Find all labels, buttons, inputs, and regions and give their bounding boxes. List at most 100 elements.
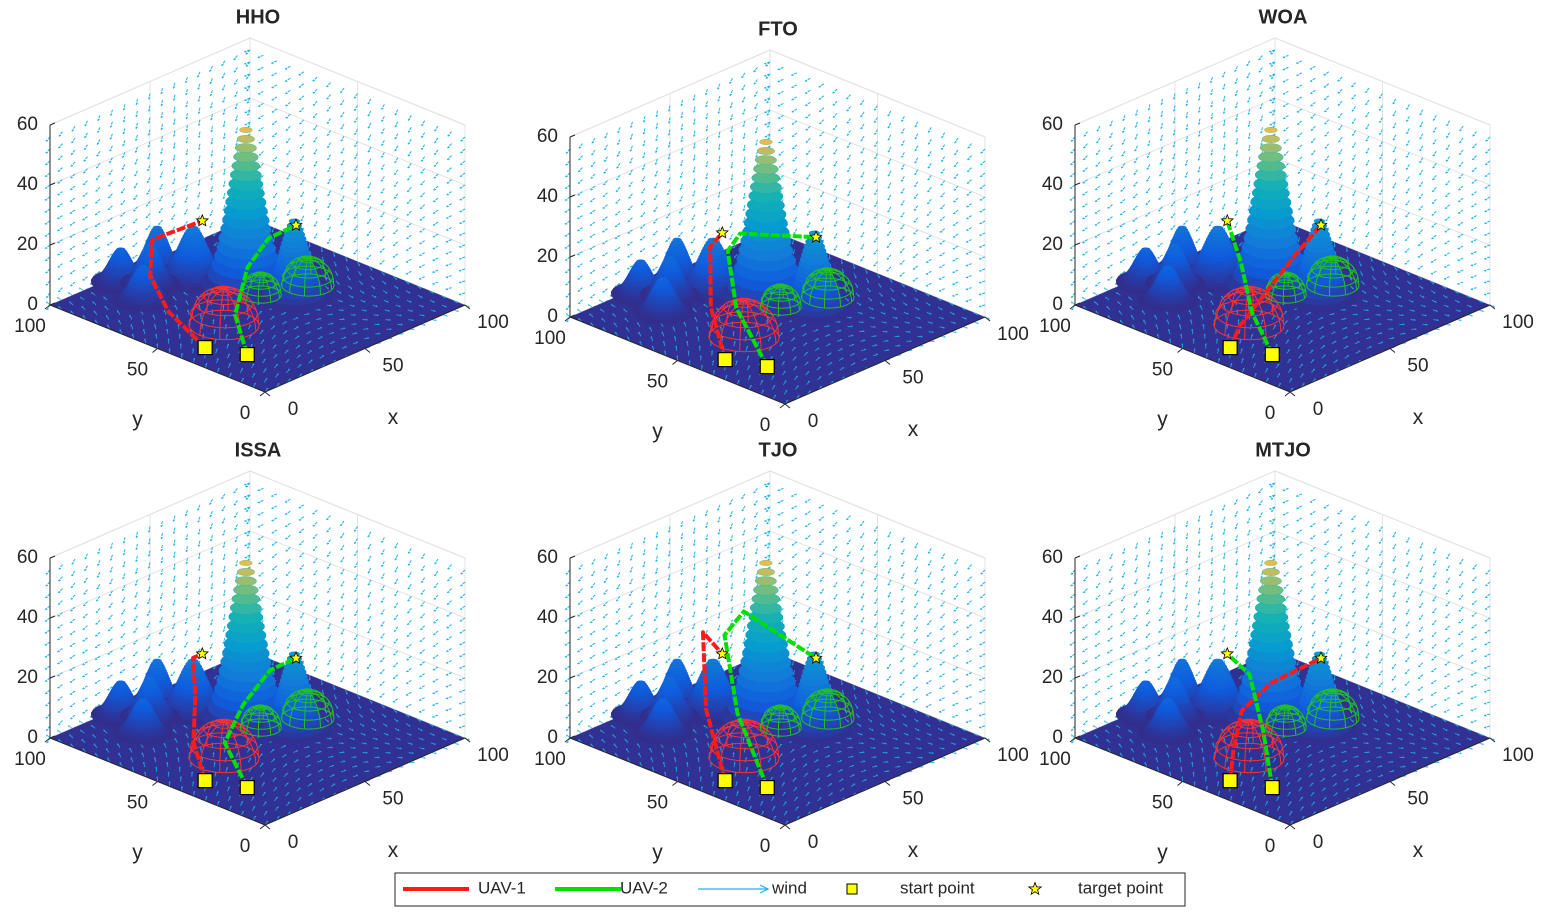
z-tick-label: 40 bbox=[537, 607, 558, 628]
target-point bbox=[809, 230, 823, 243]
x-axis-label: x bbox=[908, 839, 919, 862]
x-tick-label: 50 bbox=[902, 368, 923, 389]
chart-title: WOA bbox=[1259, 6, 1308, 28]
chart-title: FTO bbox=[758, 18, 798, 40]
y-tick-label: 100 bbox=[1039, 316, 1071, 337]
tick-mark bbox=[779, 824, 786, 830]
peak-slice bbox=[1261, 568, 1280, 576]
wind-field bbox=[1069, 49, 1491, 311]
tick-mark bbox=[44, 737, 51, 743]
uav-path bbox=[1228, 223, 1323, 349]
tick-mark bbox=[569, 314, 576, 318]
tick-mark bbox=[1074, 122, 1081, 126]
peak-slice bbox=[1141, 680, 1151, 685]
tick-mark bbox=[1074, 675, 1081, 679]
uav-path bbox=[1225, 652, 1275, 788]
y-tick-label: 0 bbox=[760, 836, 771, 857]
wind-field bbox=[44, 49, 466, 311]
uav-path bbox=[708, 231, 728, 361]
tick-mark bbox=[569, 254, 576, 258]
y-axis-label: y bbox=[1157, 408, 1168, 431]
y-tick-label: 50 bbox=[647, 372, 668, 393]
x-tick-label: 0 bbox=[1313, 399, 1324, 420]
peak-slice bbox=[1258, 584, 1284, 596]
start-point bbox=[759, 358, 775, 375]
legend-box bbox=[394, 872, 1186, 907]
tick-mark bbox=[569, 735, 576, 739]
start-point bbox=[759, 779, 775, 796]
tick-mark bbox=[564, 737, 571, 743]
wind-field bbox=[1069, 482, 1491, 744]
wind-field bbox=[44, 482, 466, 744]
tick-mark bbox=[1074, 615, 1081, 619]
x-tick-label: 50 bbox=[1407, 789, 1428, 810]
target-point bbox=[289, 651, 303, 664]
z-tick-label: 40 bbox=[537, 186, 558, 207]
target-point bbox=[715, 646, 730, 660]
tick-mark bbox=[1289, 824, 1296, 830]
y-tick-label: 50 bbox=[647, 793, 668, 814]
x-tick-label: 100 bbox=[997, 745, 1029, 766]
start-point bbox=[1264, 779, 1280, 796]
tick-mark bbox=[259, 391, 266, 397]
peak-slice bbox=[138, 697, 148, 703]
legend-label: wind bbox=[771, 878, 807, 897]
z-tick-label: 0 bbox=[1052, 294, 1063, 315]
start-point bbox=[197, 340, 213, 356]
peak-slice bbox=[1259, 576, 1282, 586]
peak-slice bbox=[234, 576, 257, 586]
z-tick-label: 60 bbox=[1042, 547, 1063, 568]
z-tick-label: 0 bbox=[547, 727, 558, 748]
peak-slice bbox=[707, 658, 719, 664]
threat-dome bbox=[800, 688, 855, 730]
x-tick-label: 0 bbox=[808, 411, 819, 432]
y-tick-label: 100 bbox=[14, 749, 46, 770]
peak-slice bbox=[1170, 243, 1180, 248]
y-tick-label: 0 bbox=[240, 403, 251, 424]
z-tick-label: 0 bbox=[1052, 727, 1063, 748]
tick-mark bbox=[784, 824, 791, 830]
tick-mark bbox=[1074, 242, 1081, 246]
peak-slice bbox=[672, 237, 682, 242]
x-tick-label: 0 bbox=[288, 832, 299, 853]
peak-slice bbox=[1212, 658, 1224, 664]
z-tick-label: 20 bbox=[17, 667, 38, 688]
tick-mark bbox=[569, 615, 576, 619]
legend-label: UAV-2 bbox=[620, 878, 668, 897]
tick-mark bbox=[1177, 781, 1183, 786]
peak-slice bbox=[658, 276, 668, 282]
peak-slice bbox=[1163, 264, 1173, 270]
threat-dome bbox=[280, 688, 335, 730]
peak-slice bbox=[636, 259, 646, 264]
tick-mark bbox=[1074, 735, 1081, 739]
peak-slice bbox=[672, 658, 682, 663]
legend-marker bbox=[1027, 881, 1043, 896]
x-axis-label: x bbox=[388, 406, 399, 429]
z-tick-label: 0 bbox=[547, 306, 558, 327]
peak bbox=[633, 697, 693, 745]
peak-slice bbox=[753, 584, 779, 596]
tick-mark bbox=[1389, 781, 1396, 786]
x-tick-label: 50 bbox=[1407, 356, 1428, 377]
start-point bbox=[197, 773, 213, 789]
peak-slice bbox=[756, 568, 775, 576]
x-tick-label: 100 bbox=[1502, 745, 1534, 766]
y-tick-label: 0 bbox=[240, 836, 251, 857]
z-tick-label: 40 bbox=[1042, 607, 1063, 628]
x-tick-label: 100 bbox=[1502, 312, 1534, 333]
threat-dome bbox=[1305, 255, 1360, 297]
tick-mark bbox=[1284, 391, 1291, 397]
z-tick-label: 0 bbox=[27, 727, 38, 748]
peak-slice bbox=[753, 163, 779, 175]
y-tick-label: 50 bbox=[127, 793, 148, 814]
y-tick-label: 0 bbox=[1265, 836, 1276, 857]
tick-mark bbox=[49, 242, 56, 246]
target-point bbox=[1314, 651, 1328, 664]
tick-mark bbox=[1074, 182, 1081, 186]
peak bbox=[113, 697, 173, 745]
uav-path bbox=[222, 656, 297, 789]
